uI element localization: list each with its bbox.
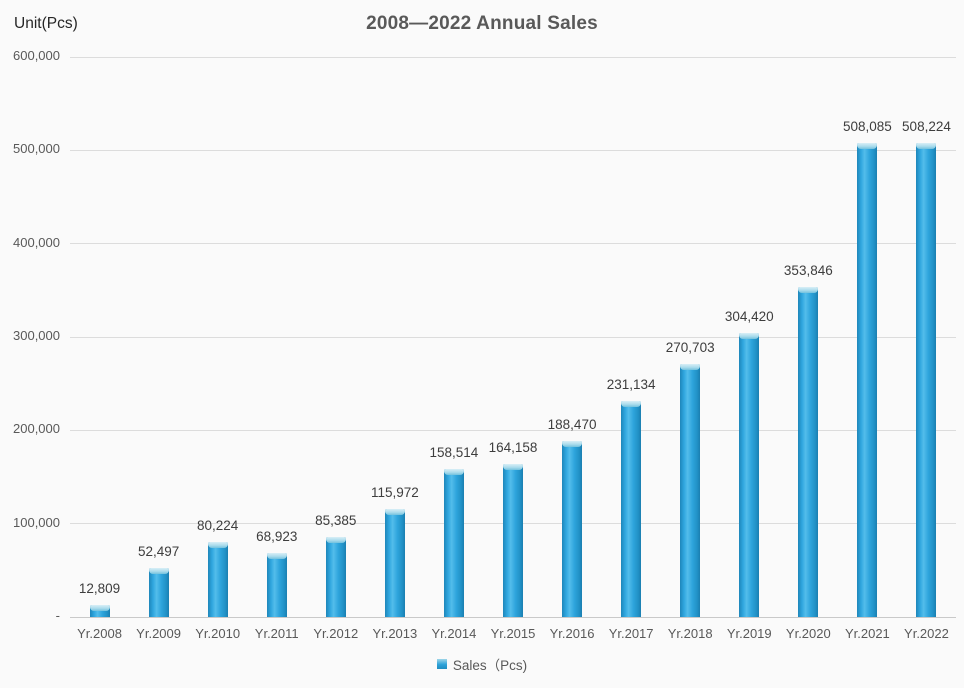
x-axis-line (70, 616, 956, 618)
y-axis-unit-label: Unit(Pcs) (14, 15, 78, 32)
x-axis-tick-label-yr-2014: Yr.2014 (431, 626, 477, 641)
data-label-yr-2016: 188,470 (547, 417, 597, 432)
y-gridline (70, 429, 956, 431)
bar-yr-2015[interactable] (503, 464, 523, 617)
data-label-yr-2008: 12,809 (78, 581, 121, 596)
y-axis-tick-label: 600,000 (13, 48, 60, 63)
x-axis-tick-label-yr-2009: Yr.2009 (136, 626, 181, 641)
bar-yr-2012[interactable] (325, 537, 346, 617)
data-label-yr-2019: 304,420 (724, 309, 774, 324)
bar-yr-2008[interactable] (89, 605, 110, 617)
x-axis-tick-label-yr-2016: Yr.2016 (549, 626, 595, 641)
data-label-yr-2013: 115,972 (370, 485, 419, 500)
x-axis-tick-label-yr-2012: Yr.2012 (313, 626, 359, 641)
x-axis-tick-label-yr-2010: Yr.2010 (195, 626, 241, 641)
x-axis-tick-label-yr-2021: Yr.2021 (844, 626, 890, 641)
y-axis-tick-label: 500,000 (13, 141, 60, 157)
bar-yr-2022[interactable] (916, 143, 937, 617)
bar-yr-2021[interactable] (857, 143, 878, 617)
data-label-yr-2018: 270,703 (665, 340, 715, 355)
y-gridline (70, 243, 956, 245)
x-axis-tick-label-yr-2018: Yr.2018 (667, 626, 713, 641)
data-label-yr-2014: 158,514 (429, 445, 479, 460)
bar-yr-2010[interactable] (207, 542, 228, 617)
x-axis-tick-label-yr-2008: Yr.2008 (77, 626, 122, 641)
y-axis-tick-label: 100,000 (13, 514, 60, 530)
y-axis-tick-label: - (55, 608, 60, 623)
x-axis-tick-label-yr-2019: Yr.2019 (726, 626, 772, 641)
y-gridline (70, 56, 956, 58)
bar-yr-2018[interactable] (680, 364, 701, 617)
y-axis-tick-label: 400,000 (13, 234, 60, 250)
x-axis-tick-label-yr-2022: Yr.2022 (904, 626, 949, 641)
chart-title: 2008—2022 Annual Sales (366, 13, 598, 34)
bar-yr-2019[interactable] (739, 333, 760, 617)
bar-yr-2016[interactable] (562, 441, 583, 617)
y-gridline (70, 336, 956, 338)
legend[interactable]: Sales（Pcs) (0, 654, 964, 674)
data-label-yr-2009: 52,497 (137, 544, 180, 559)
bar-yr-2009[interactable] (148, 568, 169, 617)
legend-label: Sales（Pcs) (452, 658, 528, 673)
y-gridline (70, 149, 956, 151)
y-axis-tick-label: 200,000 (13, 421, 60, 437)
data-label-yr-2020: 353,846 (783, 263, 833, 278)
bar-yr-2014[interactable] (443, 469, 464, 617)
bar-yr-2017[interactable] (621, 401, 642, 617)
data-label-yr-2012: 85,385 (315, 513, 357, 528)
x-axis-tick-label-yr-2020: Yr.2020 (785, 626, 831, 641)
data-label-yr-2010: 80,224 (197, 518, 239, 533)
bar-yr-2011[interactable] (266, 553, 287, 617)
x-axis-tick-label-yr-2015: Yr.2015 (490, 626, 536, 641)
bar-yr-2013[interactable] (384, 509, 405, 617)
x-axis-tick-label-yr-2011: Yr.2011 (254, 626, 299, 641)
data-label-yr-2015: 164,158 (488, 440, 538, 455)
x-axis-tick-label-yr-2017: Yr.2017 (608, 626, 654, 641)
data-label-yr-2011: 68,923 (256, 529, 298, 544)
y-axis-tick-label: 300,000 (13, 328, 60, 343)
data-label-yr-2017: 231,134 (606, 377, 656, 392)
data-label-yr-2022: 508,224 (902, 119, 951, 134)
data-label-yr-2021: 508,085 (842, 119, 892, 134)
legend-swatch-icon (436, 659, 447, 669)
bar-yr-2020[interactable] (798, 287, 819, 617)
x-axis-tick-label-yr-2013: Yr.2013 (372, 626, 418, 641)
